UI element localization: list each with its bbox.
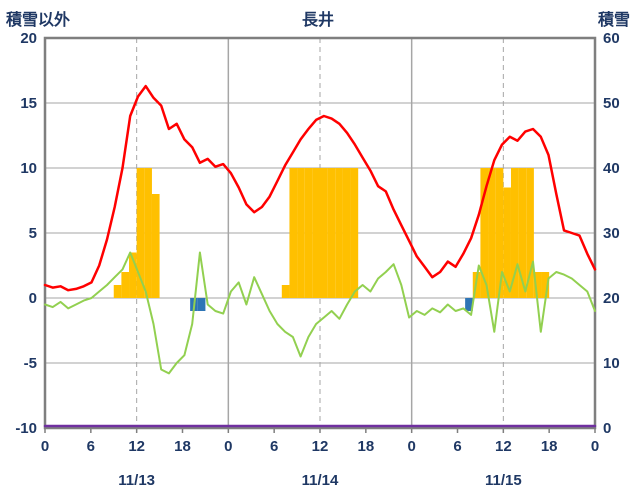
yellow-bars-bar [151,194,160,298]
x-axis-tick-label: 0 [407,438,415,455]
yellow-bars-bar [350,168,359,298]
x-axis-tick-label: 6 [87,438,95,455]
yellow-bars-bar [320,168,328,298]
date-label: 11/14 [302,472,339,489]
x-axis-tick-label: 12 [312,438,329,455]
x-axis-tick-label: 12 [495,438,512,455]
red-line [43,84,597,292]
yellow-bars-bar [312,168,320,298]
right-axis-tick-label: 40 [603,160,620,177]
yellow-bars-bar [526,168,534,298]
right-axis-title: 積雪 [597,12,630,29]
right-axis-tick-label: 50 [603,95,620,112]
yellow-bars-bar [541,272,550,298]
yellow-bars-bar [136,168,145,298]
right-axis-tick-label: 60 [603,30,620,47]
yellow-bars-bar [510,168,519,298]
right-axis-tick-label: 30 [603,225,620,242]
yellow-bars-bar [335,168,343,298]
yellow-bars-bar [533,272,542,298]
right-axis-tick-label: 0 [603,420,611,437]
x-axis-tick-label: 18 [174,438,191,455]
left-axis-tick-label: 20 [20,30,37,47]
yellow-bars-bar [327,168,336,298]
yellow-bars-bar [297,168,305,298]
yellow-bars-bar [129,252,137,298]
yellow-bars-bar [495,168,504,298]
yellow-bars-bar [289,168,298,298]
x-axis-tick-label: 6 [270,438,278,455]
left-axis-tick-label: 10 [20,160,37,177]
yellow-bars-bar [342,168,351,298]
x-axis-tick-label: 18 [357,438,374,455]
x-axis-tick-label: 0 [591,438,599,455]
right-axis-tick-label: 10 [603,355,620,372]
yellow-bars-bar [480,168,489,298]
left-axis-tick-label: 5 [29,225,37,242]
left-axis-tick-label: -10 [15,420,37,437]
yellow-bars-bar [488,168,496,298]
blue-bars-bar [465,298,473,311]
left-axis-tick-label: 0 [29,290,37,307]
chart-title: 長井 [301,12,334,29]
left-axis-tick-label: 15 [20,95,37,112]
x-axis-tick-label: 18 [541,438,558,455]
green-line [44,251,596,375]
yellow-bars-bar [121,272,130,298]
left-axis-tick-label: -5 [24,355,37,372]
yellow-bars-bar [281,285,290,298]
yellow-bars-bar [518,168,527,298]
yellow-bars-bar [304,168,313,298]
yellow-bars-bar [144,168,152,298]
left-axis-title: 積雪以外 [6,12,71,29]
yellow-bars-bar [503,187,511,298]
x-axis-tick-label: 0 [224,438,232,455]
blue-bars-bar [197,298,206,311]
x-axis-tick-label: 0 [41,438,49,455]
date-label: 11/13 [118,472,155,489]
yellow-bars [113,168,550,298]
x-axis-tick-label: 6 [453,438,461,455]
x-axis-tick-label: 12 [128,438,145,455]
yellow-bars-bar [113,285,122,298]
date-label: 11/15 [485,472,522,489]
right-axis-tick-label: 20 [603,290,620,307]
